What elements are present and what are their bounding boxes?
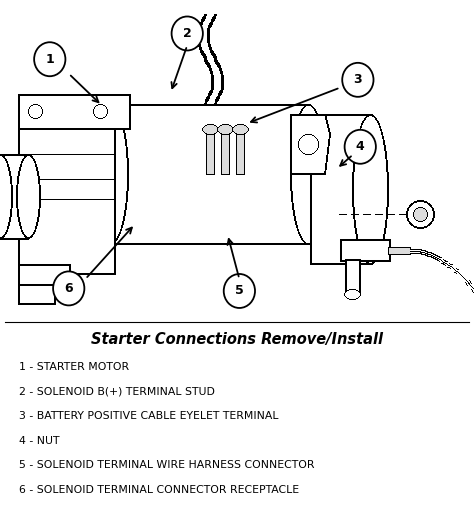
Text: 1: 1: [46, 53, 54, 66]
Text: 5: 5: [235, 284, 244, 298]
Text: 3 - BATTERY POSITIVE CABLE EYELET TERMINAL: 3 - BATTERY POSITIVE CABLE EYELET TERMIN…: [19, 411, 278, 421]
Text: 6: 6: [64, 282, 73, 295]
Text: 2 - SOLENOID B(+) TERMINAL STUD: 2 - SOLENOID B(+) TERMINAL STUD: [19, 386, 215, 396]
Circle shape: [34, 42, 65, 76]
Text: 4 - NUT: 4 - NUT: [19, 436, 59, 445]
Text: 5 - SOLENOID TERMINAL WIRE HARNESS CONNECTOR: 5 - SOLENOID TERMINAL WIRE HARNESS CONNE…: [19, 460, 314, 470]
Text: 1 - STARTER MOTOR: 1 - STARTER MOTOR: [19, 362, 129, 371]
Circle shape: [53, 271, 84, 305]
Circle shape: [342, 63, 374, 97]
Circle shape: [224, 274, 255, 308]
Circle shape: [172, 16, 203, 50]
Text: Starter Connections Remove/Install: Starter Connections Remove/Install: [91, 332, 383, 347]
Text: 4: 4: [356, 140, 365, 153]
Text: 3: 3: [354, 73, 362, 87]
Text: 2: 2: [183, 27, 191, 40]
Text: 6 - SOLENOID TERMINAL CONNECTOR RECEPTACLE: 6 - SOLENOID TERMINAL CONNECTOR RECEPTAC…: [19, 485, 299, 495]
Circle shape: [345, 130, 376, 164]
